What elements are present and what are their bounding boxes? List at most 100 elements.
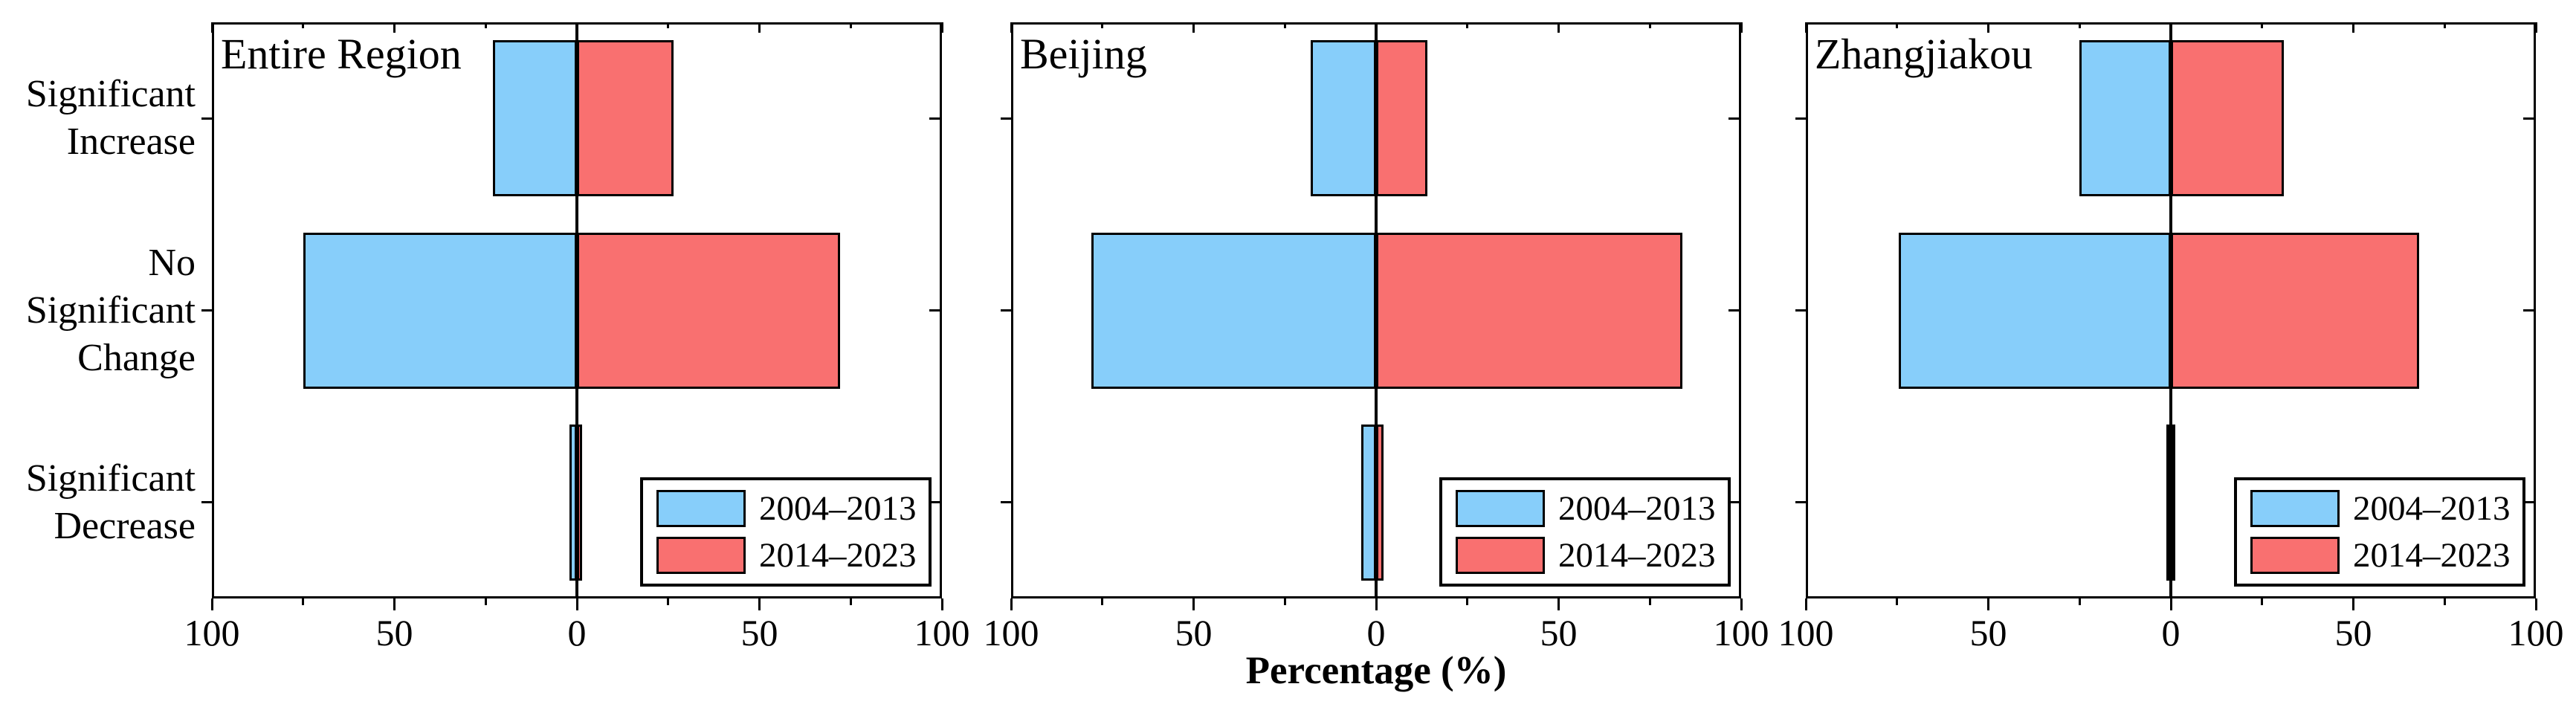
y-axis-label-significant-decrease: Significant Decrease (25, 456, 196, 547)
zero-axis-line (575, 22, 578, 598)
panel-entire-region: Entire Region 100 50 0 50 100 2004–2013 2014–20… (184, 22, 970, 651)
x-major-tick-top (1987, 22, 1989, 33)
legend-label: 2014–2023 (1558, 535, 1716, 575)
x-major-tick-top (1010, 22, 1013, 33)
x-minor-tick (2078, 598, 2081, 605)
legend-label: 2004–2013 (759, 488, 917, 528)
x-major-tick (2169, 598, 2172, 610)
bar-2014-2023-no-significant-change (1376, 232, 1683, 389)
y-axis-label-significant-increase: Significant Increase (25, 73, 196, 164)
x-major-tick (2352, 598, 2354, 610)
x-major-tick (1557, 598, 1560, 610)
y-category-tick-left (201, 309, 212, 312)
legend-swatch-2004-2013 (656, 490, 746, 527)
x-major-tick-top (1192, 22, 1195, 33)
panel-title: Beijing (1020, 30, 1147, 78)
x-tick-label: 0 (1366, 612, 1386, 653)
legend: 2004–2013 2014–2023 (1439, 477, 1731, 587)
zero-axis-line (1375, 22, 1378, 598)
x-minor-tick-top (2443, 22, 2446, 28)
bar-2004-2013-significant-increase (1310, 40, 1376, 197)
x-minor-tick (667, 598, 670, 605)
x-tick-label: 50 (1969, 612, 2007, 653)
y-category-tick-right (929, 117, 940, 120)
bar-2004-2013-no-significant-change (1899, 232, 2171, 389)
x-tick-label: 50 (740, 612, 778, 653)
x-minor-tick (1283, 598, 1286, 605)
legend-swatch-2004-2013 (2250, 490, 2340, 527)
x-major-tick-top (1740, 22, 1743, 33)
legend-label: 2004–2013 (2353, 488, 2511, 528)
x-minor-tick-top (1283, 22, 1286, 28)
x-minor-tick (484, 598, 487, 605)
x-minor-tick (302, 598, 305, 605)
legend-swatch-2004-2013 (1456, 490, 1545, 527)
x-minor-tick (2443, 598, 2446, 605)
legend-entry-2004-2013: 2004–2013 (656, 490, 929, 527)
x-minor-tick (849, 598, 852, 605)
legend: 2004–2013 2014–2023 (640, 477, 932, 587)
x-tick-label: 50 (1175, 612, 1213, 653)
y-category-tick-left (1001, 117, 1011, 120)
x-major-tick-top (1375, 22, 1378, 33)
x-major-tick-top (1804, 22, 1807, 33)
x-major-tick-top (2352, 22, 2354, 33)
legend-entry-2014-2023: 2014–2023 (656, 537, 929, 574)
x-major-tick (940, 598, 943, 610)
x-tick-label: 50 (375, 612, 413, 653)
y-category-tick-right (929, 309, 940, 312)
bar-2014-2023-no-significant-change (2171, 232, 2419, 389)
x-tick-label: 100 (983, 612, 1039, 653)
x-major-tick-top (575, 22, 578, 33)
x-tick-label: 100 (184, 612, 240, 653)
y-category-tick-left (1795, 309, 1806, 312)
x-major-tick-top (393, 22, 396, 33)
bar-2004-2013-significant-increase (493, 40, 577, 197)
legend-swatch-2014-2023 (1456, 537, 1545, 574)
x-major-tick (393, 598, 396, 610)
x-major-tick (1804, 598, 1807, 610)
bar-2014-2023-significant-increase (2171, 40, 2285, 197)
bar-2014-2023-significant-increase (577, 40, 674, 197)
legend: 2004–2013 2014–2023 (2234, 477, 2525, 587)
x-major-tick-top (2169, 22, 2172, 33)
x-major-tick-top (1557, 22, 1560, 33)
x-minor-tick-top (2078, 22, 2081, 28)
x-minor-tick (1466, 598, 1469, 605)
panel-title: Zhangjiakou (1815, 30, 2033, 78)
y-category-tick-right (1728, 117, 1739, 120)
y-category-tick-left (1795, 117, 1806, 120)
bar-2014-2023-no-significant-change (577, 232, 840, 389)
y-axis-label-no-significant-change: No Significant Change (25, 241, 196, 379)
x-minor-tick (1648, 598, 1651, 605)
x-minor-tick-top (667, 22, 670, 28)
x-minor-tick-top (302, 22, 305, 28)
panel-title: Entire Region (221, 30, 462, 78)
x-minor-tick-top (1466, 22, 1469, 28)
x-tick-label: 0 (2161, 612, 2180, 653)
x-minor-tick-top (1648, 22, 1651, 28)
legend-label: 2014–2023 (2353, 535, 2511, 575)
x-major-tick (1987, 598, 1989, 610)
x-major-tick (1192, 598, 1195, 610)
panel-beijing: Beijing 100 50 0 50 100 2004–2013 2014–2023 (984, 22, 1769, 651)
bar-2004-2013-no-significant-change (303, 232, 577, 389)
y-category-tick-left (1001, 501, 1011, 504)
x-minor-tick (1101, 598, 1104, 605)
y-category-tick-right (1728, 501, 1739, 504)
x-tick-label: 100 (2508, 612, 2564, 653)
x-axis-title: Percentage (%) (1245, 649, 1507, 692)
x-minor-tick (2261, 598, 2264, 605)
x-tick-label: 100 (914, 612, 970, 653)
x-minor-tick-top (484, 22, 487, 28)
y-category-tick-left (201, 501, 212, 504)
y-category-tick-left (201, 117, 212, 120)
x-major-tick (758, 598, 761, 610)
x-major-tick-top (940, 22, 943, 33)
y-category-tick-left (1795, 501, 1806, 504)
x-major-tick (210, 598, 213, 610)
x-major-tick-top (2534, 22, 2537, 33)
x-major-tick (1375, 598, 1378, 610)
zero-axis-line (2169, 22, 2172, 598)
